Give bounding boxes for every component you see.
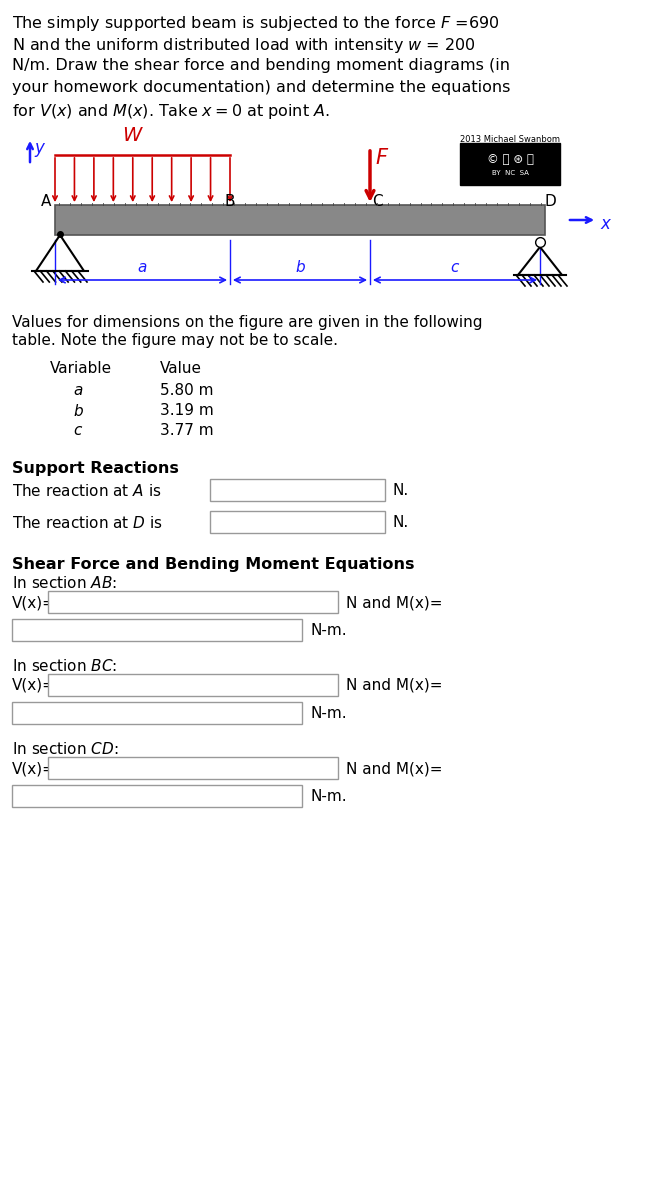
Text: V(x)=: V(x)= [12,595,56,610]
Text: In section $CD$:: In section $CD$: [12,740,118,757]
Text: C: C [372,194,383,209]
Text: N.: N. [393,515,409,530]
Text: $a$: $a$ [137,260,148,275]
Text: 3.77 m: 3.77 m [160,422,214,438]
Text: N and M(x)=: N and M(x)= [346,678,443,692]
Text: A: A [41,194,51,209]
Text: In section $BC$:: In section $BC$: [12,658,117,674]
Text: N and M(x)=: N and M(x)= [346,595,443,610]
Text: $W$: $W$ [122,126,143,145]
Bar [12,785,302,806]
Text: $y$: $y$ [34,140,46,158]
Text: $x$: $x$ [600,215,612,233]
Bar [55,205,545,235]
Text: V(x)=: V(x)= [12,678,56,692]
Text: $b$: $b$ [294,259,305,275]
Text: $b$: $b$ [73,403,84,419]
Bar [12,702,302,724]
Bar [12,619,302,641]
Text: table. Note the figure may not be to scale.: table. Note the figure may not be to sca… [12,332,338,348]
Text: The reaction at $D$ is: The reaction at $D$ is [12,515,163,530]
Text: B: B [225,194,235,209]
Text: N-m.: N-m. [310,706,347,721]
Text: N-m.: N-m. [310,790,347,804]
Text: N/m. Draw the shear force and bending moment diagrams (in: N/m. Draw the shear force and bending mo… [12,58,510,73]
Text: Value: Value [160,361,202,376]
Bar [210,511,385,533]
Text: D: D [544,194,556,209]
Text: $c$: $c$ [73,422,83,438]
Text: V(x)=: V(x)= [12,761,56,776]
Bar [48,674,338,696]
Text: N-m.: N-m. [310,623,347,638]
Text: Shear Force and Bending Moment Equations: Shear Force and Bending Moment Equations [12,557,415,572]
Text: Variable: Variable [50,361,112,376]
Bar [460,143,560,185]
Text: BY  NC  SA: BY NC SA [492,170,528,176]
Text: N.: N. [393,482,409,498]
Bar [48,757,338,779]
Text: In section $AB$:: In section $AB$: [12,575,117,590]
Text: © ⓘ ⊛ ⓒ: © ⓘ ⊛ ⓒ [487,152,534,166]
Text: your homework documentation) and determine the equations: your homework documentation) and determi… [12,80,510,95]
Text: $F$: $F$ [375,148,389,168]
Text: 5.80 m: 5.80 m [160,383,213,398]
Text: Values for dimensions on the figure are given in the following: Values for dimensions on the figure are … [12,314,483,330]
Text: Support Reactions: Support Reactions [12,461,179,476]
Bar [48,590,338,613]
Text: The simply supported beam is subjected to the force $F$ =690: The simply supported beam is subjected t… [12,14,500,32]
Text: 3.19 m: 3.19 m [160,403,214,418]
Text: for $V(x)$ and $M(x)$. Take $x = 0$ at point $A$.: for $V(x)$ and $M(x)$. Take $x = 0$ at p… [12,102,330,121]
Text: N and M(x)=: N and M(x)= [346,761,443,776]
Text: N and the uniform distributed load with intensity $w$ = 200: N and the uniform distributed load with … [12,36,475,55]
Bar [210,479,385,502]
Text: $a$: $a$ [73,383,83,398]
Text: $c$: $c$ [450,260,460,275]
Text: The reaction at $A$ is: The reaction at $A$ is [12,482,162,499]
Text: 2013 Michael Swanbom: 2013 Michael Swanbom [460,134,560,144]
